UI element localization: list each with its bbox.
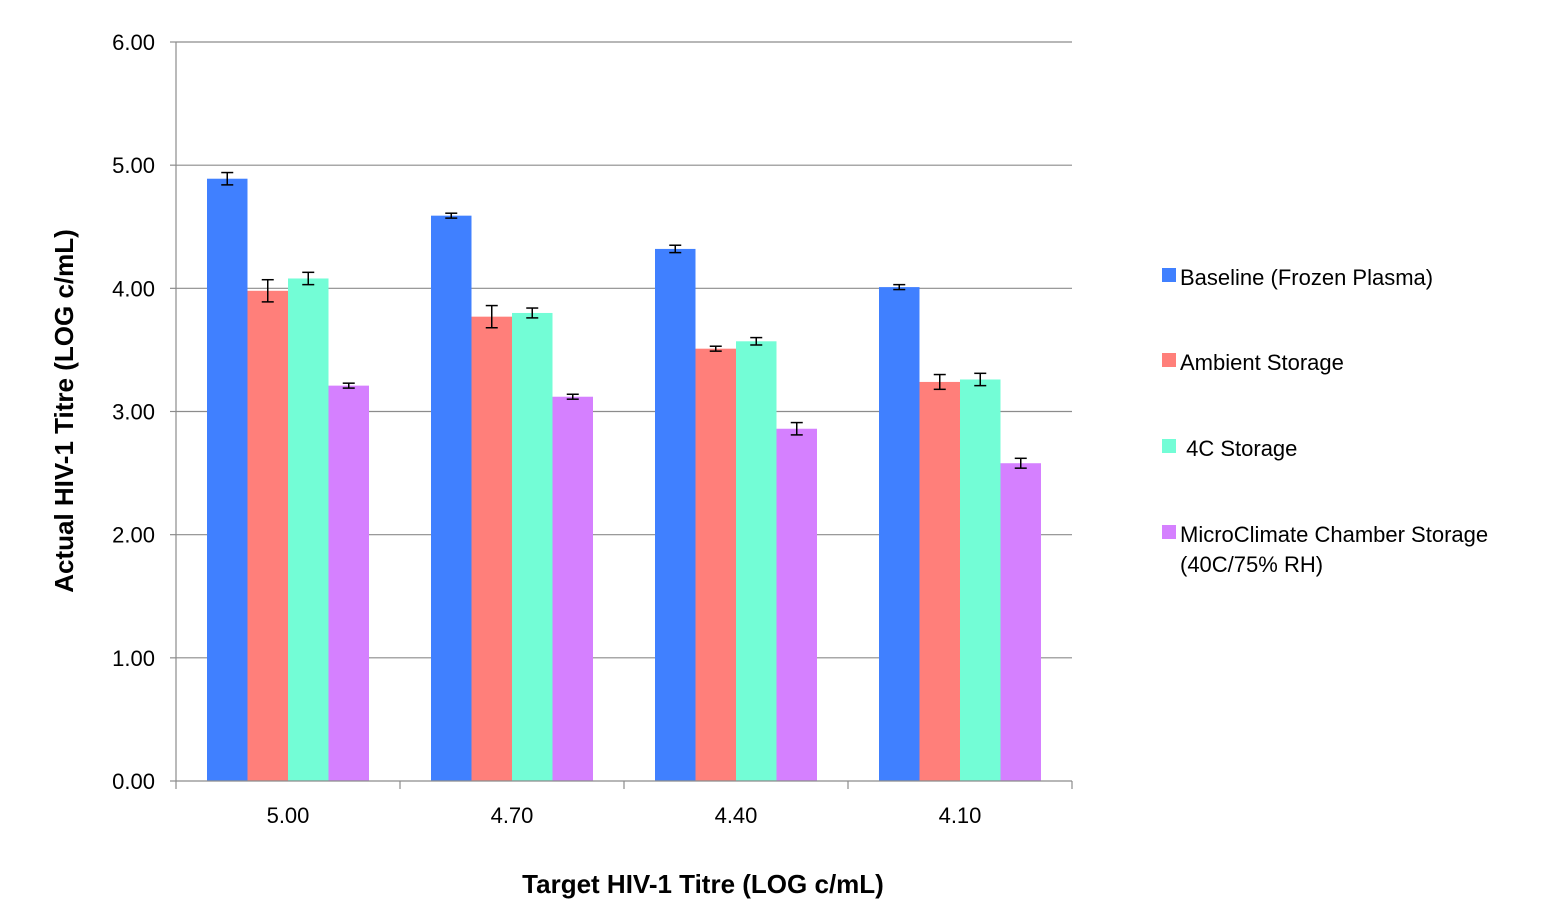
x-tick-label: 5.00 [267,803,310,828]
bar [431,215,472,782]
bar [1000,463,1041,781]
bar [655,248,696,782]
legend-swatch [1162,439,1176,453]
bar [776,428,817,781]
bar [471,316,512,781]
bar [879,287,920,781]
y-tick-label: 6.00 [112,30,155,55]
legend-label: (40C/75% RH) [1180,552,1323,577]
x-tick-label: 4.10 [939,803,982,828]
error-bars [221,171,1027,469]
y-tick-label: 4.00 [112,276,155,301]
legend: Baseline (Frozen Plasma)Ambient Storage … [1162,265,1488,577]
bar [328,385,369,781]
legend-label: Ambient Storage [1180,350,1344,375]
axes [170,41,1073,789]
x-tick-label: 4.40 [715,803,758,828]
legend-swatch [1162,268,1176,282]
y-tick-label: 1.00 [112,646,155,671]
legend-label: MicroClimate Chamber Storage [1180,522,1488,547]
x-tick-label: 4.70 [491,803,534,828]
y-tick-label: 0.00 [112,769,155,794]
tick-labels: 0.00 1.00 2.00 3.00 4.00 5.00 6.00 5.00 4.70 4.40… [112,30,981,828]
bar [288,278,329,781]
bar [736,341,777,781]
bar [552,396,593,781]
bar [207,178,248,782]
bar [960,379,1001,781]
legend-swatch [1162,525,1176,539]
bars [207,178,1041,782]
bar [247,290,288,781]
legend-label: Baseline (Frozen Plasma) [1180,265,1433,290]
y-tick-label: 2.00 [112,523,155,548]
legend-label: 4C Storage [1180,436,1297,461]
y-tick-label: 3.00 [112,400,155,425]
bar [512,312,553,781]
legend-swatch [1162,353,1176,367]
y-tick-label: 5.00 [112,153,155,178]
bar [695,348,736,781]
y-axis-title: Actual HIV-1 Titre (LOG c/mL) [49,229,79,593]
x-axis-title: Target HIV-1 Titre (LOG c/mL) [522,869,884,899]
bar [919,381,960,781]
